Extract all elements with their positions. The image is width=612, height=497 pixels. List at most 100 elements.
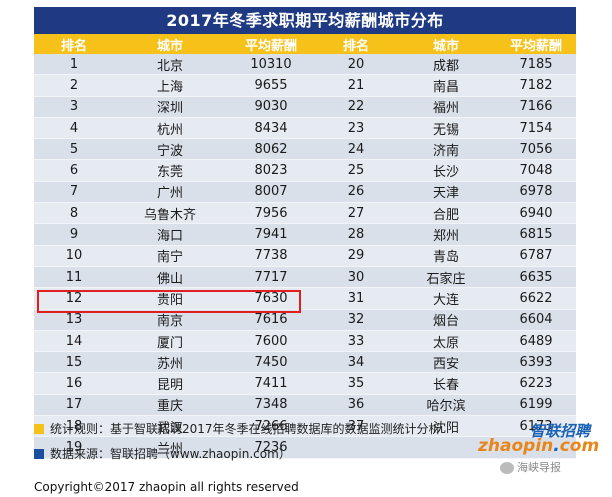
salary-cell-2: 6604 [496, 309, 576, 331]
city-cell-2: 沈阳 [396, 415, 496, 438]
rank-cell-2: 34 [316, 351, 396, 374]
city-cell: 乌鲁木齐 [114, 202, 226, 225]
table-row: 5 宁波 8062 24 济南 7056 [34, 138, 576, 161]
city-cell-2: 太原 [396, 330, 496, 353]
city-cell-2: 哈尔滨 [396, 394, 496, 417]
city-cell: 南宁 [114, 245, 226, 267]
rank-cell: 11 [34, 266, 114, 289]
rank-cell-2: 30 [316, 266, 396, 289]
salary-cell-2 [496, 436, 576, 459]
rank-cell-2: 26 [316, 181, 396, 204]
table-row: 16 昆明 7411 35 长春 6223 [34, 372, 576, 395]
city-cell: 厦门 [114, 330, 226, 353]
city-cell-2: 西安 [396, 351, 496, 374]
city-cell-2: 合肥 [396, 202, 496, 225]
logo-cn-text: 智联招聘 [530, 422, 591, 440]
col-header-city: 城市 [114, 34, 226, 54]
xiamen-highlight-box [37, 290, 301, 313]
salary-table-card: 2017年冬季求职期平均薪酬城市分布 排名 城市 平均薪酬 排名 城市 平均薪酬… [34, 7, 576, 459]
salary-cell: 9030 [226, 96, 316, 118]
rank-cell-2: 35 [316, 372, 396, 395]
rank-cell: 15 [34, 351, 114, 374]
city-cell: 贵阳 [114, 287, 226, 310]
rank-cell-2: 20 [316, 54, 396, 76]
salary-cell-2: 7048 [496, 159, 576, 182]
city-cell-2: 成都 [396, 54, 496, 76]
salary-table: 排名 城市 平均薪酬 排名 城市 平均薪酬 1 北京 10310 20 成都 7185 2 上… [34, 34, 576, 459]
salary-cell-2: 6622 [496, 287, 576, 310]
rank-cell-2: 28 [316, 223, 396, 246]
salary-cell: 8007 [226, 181, 316, 204]
salary-cell: 10310 [226, 54, 316, 76]
city-cell-2: 福州 [396, 96, 496, 118]
city-cell: 佛山 [114, 266, 226, 289]
table-row: 3 深圳 9030 22 福州 7166 [34, 96, 576, 118]
salary-cell: 7616 [226, 309, 316, 331]
rank-cell-2: 25 [316, 159, 396, 182]
rank-cell: 12 [34, 287, 114, 310]
rank-cell: 18 [34, 415, 114, 438]
logo-en-pre: zhaopin [478, 436, 554, 456]
city-cell-2: 石家庄 [396, 266, 496, 289]
city-cell: 宁波 [114, 138, 226, 161]
table-row: 18 武汉 7266 37 沈阳 6173 [34, 415, 576, 438]
rank-cell: 3 [34, 96, 114, 118]
rank-cell-2: 21 [316, 74, 396, 97]
city-cell: 深圳 [114, 96, 226, 118]
salary-cell-2: 7182 [496, 74, 576, 97]
column-header-row: 排名 城市 平均薪酬 排名 城市 平均薪酬 [34, 34, 576, 54]
rank-cell-2: 33 [316, 330, 396, 353]
salary-cell-2: 7154 [496, 117, 576, 140]
salary-cell: 7738 [226, 245, 316, 267]
city-cell: 上海 [114, 74, 226, 97]
salary-cell-2: 7166 [496, 96, 576, 118]
table-row: 2 上海 9655 21 南昌 7182 [34, 74, 576, 97]
rank-cell-2: 37 [316, 415, 396, 438]
city-cell: 东莞 [114, 159, 226, 182]
city-cell-2: 郑州 [396, 223, 496, 246]
rank-cell: 10 [34, 245, 114, 267]
table-row: 12 贵阳 7630 31 大连 6622 [34, 287, 576, 310]
col-header-rank-2: 排名 [316, 34, 396, 54]
table-row: 9 海口 7941 28 郑州 6815 [34, 223, 576, 246]
rank-cell-2: 36 [316, 394, 396, 417]
wechat-icon [500, 462, 514, 474]
logo-en-post: com [559, 436, 600, 456]
table-row: 13 南京 7616 32 烟台 6604 [34, 309, 576, 331]
rank-cell-2: 31 [316, 287, 396, 310]
rank-cell: 19 [34, 436, 114, 459]
rank-cell: 4 [34, 117, 114, 140]
rank-cell: 7 [34, 181, 114, 204]
salary-cell: 7956 [226, 202, 316, 225]
salary-cell: 7450 [226, 351, 316, 374]
salary-cell-2: 6393 [496, 351, 576, 374]
city-cell-2: 长沙 [396, 159, 496, 182]
rank-cell: 17 [34, 394, 114, 417]
table-row: 14 厦门 7600 33 太原 6489 [34, 330, 576, 353]
col-header-city-2: 城市 [396, 34, 496, 54]
rank-cell-2: 22 [316, 96, 396, 118]
table-row: 11 佛山 7717 30 石家庄 6635 [34, 266, 576, 289]
salary-cell-2: 7056 [496, 138, 576, 161]
rank-cell-2: 23 [316, 117, 396, 140]
city-cell-2: 大连 [396, 287, 496, 310]
salary-cell: 7600 [226, 330, 316, 353]
salary-cell: 7941 [226, 223, 316, 246]
rank-cell-2: 27 [316, 202, 396, 225]
city-cell: 武汉 [114, 415, 226, 438]
table-row: 1 北京 10310 20 成都 7185 [34, 54, 576, 76]
salary-cell: 7717 [226, 266, 316, 289]
rank-cell: 14 [34, 330, 114, 353]
salary-cell-2: 6635 [496, 266, 576, 289]
rank-cell-2: 29 [316, 245, 396, 267]
salary-cell-2: 6489 [496, 330, 576, 353]
yellow-square-icon [34, 423, 44, 434]
salary-cell: 7266 [226, 415, 316, 438]
salary-cell: 7236 [226, 436, 316, 459]
city-cell: 杭州 [114, 117, 226, 140]
logo-en-text: zhaopin.com [478, 436, 599, 456]
salary-cell: 8023 [226, 159, 316, 182]
city-cell-2: 烟台 [396, 309, 496, 331]
col-header-salary: 平均薪酬 [226, 34, 316, 54]
city-cell: 南京 [114, 309, 226, 331]
